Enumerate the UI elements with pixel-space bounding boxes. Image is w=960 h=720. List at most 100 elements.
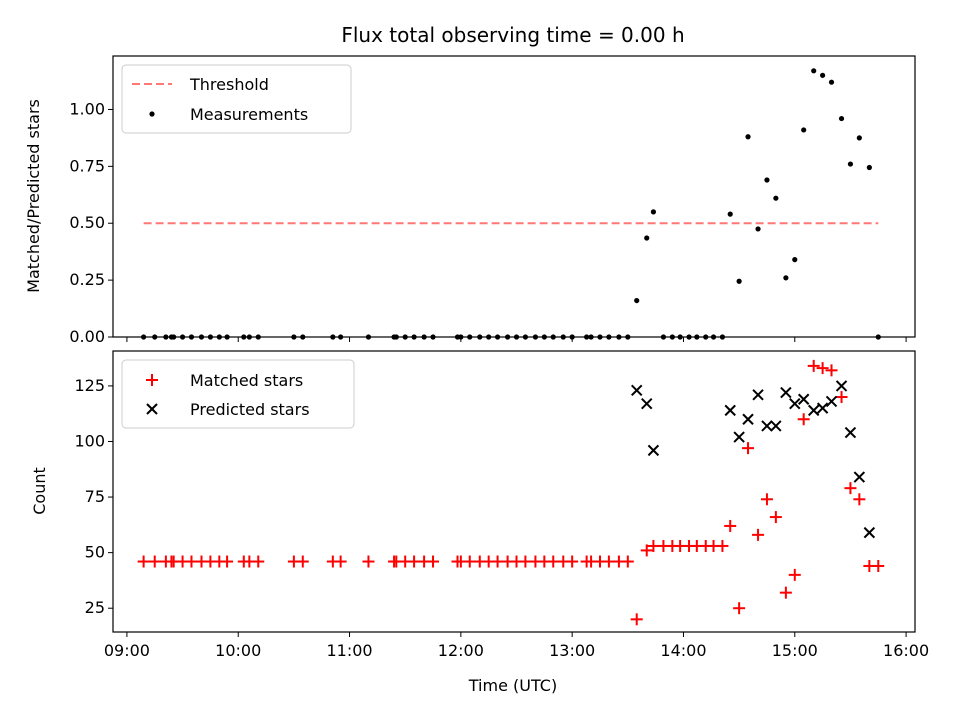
x-tick-label: 15:00 xyxy=(772,641,818,660)
ratio-axes: 0.00 0.25 0.50 0.75 1.00 xyxy=(69,99,907,346)
ratio-y-tick-label: 0.00 xyxy=(69,327,105,346)
predicted-star-b xyxy=(647,444,660,457)
count-y-tick-label: 125 xyxy=(74,376,105,395)
count-y-tick-label: 25 xyxy=(85,598,105,617)
matched-star-point xyxy=(408,555,421,568)
predicted-star-point xyxy=(647,444,660,457)
x-tick-label: 09:00 xyxy=(104,641,150,660)
matched-star-point xyxy=(185,555,198,568)
predicted-star-b xyxy=(807,404,820,417)
measurement-point xyxy=(650,209,657,215)
count-legend-box xyxy=(121,359,355,429)
matched-star-point xyxy=(724,519,737,532)
matched-legend-swatch xyxy=(146,374,158,386)
threshold-legend-label: Threshold xyxy=(189,75,269,94)
x-tick-label: 11:00 xyxy=(326,641,372,660)
measurement-point xyxy=(856,135,862,141)
measurement-point xyxy=(736,278,742,284)
count-y-tick-label: 100 xyxy=(74,431,105,450)
measurement-point xyxy=(820,72,826,78)
predicted-star-b xyxy=(770,420,782,432)
measurement-point xyxy=(745,134,751,140)
predicted-star-b xyxy=(835,380,848,392)
chart-title: Flux total observing time = 0.00 h xyxy=(341,23,684,47)
predicted-star-point xyxy=(789,397,801,410)
predicted-star-point xyxy=(733,431,745,443)
predicted-star-b xyxy=(761,420,773,432)
matched-star-point xyxy=(566,555,579,568)
predicted-star-b xyxy=(631,384,643,397)
predicted-star-point xyxy=(752,389,764,401)
matched-legend-label: Matched stars xyxy=(190,371,303,390)
matched-star-point xyxy=(463,555,476,568)
measurements-legend-swatch xyxy=(149,111,155,117)
predicted-legend-swatch xyxy=(146,403,158,415)
matched-star-point xyxy=(491,555,504,568)
matched-star-point xyxy=(137,555,150,568)
measurement-point xyxy=(801,127,807,133)
measurement-point xyxy=(838,115,845,122)
matched-star-point xyxy=(148,555,161,568)
matched-star-point xyxy=(853,493,866,506)
measurement-point xyxy=(847,161,854,167)
measurement-point xyxy=(727,211,733,217)
ratio-plot-frame xyxy=(112,55,916,338)
matched-star-point xyxy=(547,555,560,568)
predicted-star-point xyxy=(742,413,754,425)
matched-star-point xyxy=(252,555,265,568)
matched-star-point xyxy=(769,511,782,524)
predicted-star-b xyxy=(733,431,745,443)
measurement-point xyxy=(792,257,798,263)
matched-star-point xyxy=(742,442,755,455)
measurement-point xyxy=(644,235,650,241)
matched-star-point xyxy=(779,586,792,599)
matched-star-point xyxy=(602,555,615,568)
predicted-star-point xyxy=(761,420,773,432)
count-y-tick-label: 75 xyxy=(85,487,105,506)
predicted-star-b xyxy=(742,413,754,425)
predicted-star-point xyxy=(797,393,810,405)
x-tick-label: 14:00 xyxy=(660,641,706,660)
predicted-star-point xyxy=(816,402,829,414)
ratio-y-tick-label: 0.25 xyxy=(69,270,105,289)
count-marks xyxy=(137,359,885,626)
ratio-y-tick-label: 0.75 xyxy=(69,156,105,175)
count-plot-frame xyxy=(112,350,916,633)
matched-star-point xyxy=(816,362,829,375)
ratio-legend-box xyxy=(121,64,352,134)
matched-star-point xyxy=(872,559,885,572)
matched-star-point xyxy=(519,555,532,568)
predicted-star-point xyxy=(853,471,866,483)
predicted-star-point xyxy=(724,404,736,417)
ratio-legend: Threshold Measurements xyxy=(121,64,352,134)
ratio-y-tick-label: 1.00 xyxy=(69,99,105,118)
measurement-point xyxy=(634,297,640,304)
measurement-point xyxy=(755,226,761,232)
matched-star-point xyxy=(221,555,234,568)
matched-star-point xyxy=(362,555,375,568)
matched-star-point xyxy=(788,568,801,581)
measurement-point xyxy=(828,79,835,85)
ratio-panel: 0.00 0.25 0.50 0.75 1.00 Matched/Predicted s… xyxy=(24,55,916,346)
matched-star-point xyxy=(621,555,634,568)
predicted-star-b xyxy=(724,404,736,417)
measurement-point xyxy=(811,68,817,74)
predicted-star-point xyxy=(844,426,857,439)
matched-star-point xyxy=(296,555,309,568)
matched-star-point xyxy=(733,602,746,615)
predicted-star-point xyxy=(780,386,792,399)
matched-star-point xyxy=(716,539,729,552)
predicted-star-point xyxy=(770,420,782,432)
predicted-star-b xyxy=(863,526,876,539)
x-tick-label: 12:00 xyxy=(438,641,484,660)
count-y-tick-label: 50 xyxy=(85,543,105,562)
matched-star-point xyxy=(807,359,820,372)
measurement-point xyxy=(764,177,770,183)
predicted-legend-label: Predicted stars xyxy=(190,400,310,419)
matched-star-point xyxy=(640,544,653,557)
matched-star-point xyxy=(835,391,848,404)
predicted-star-point xyxy=(641,397,653,410)
count-legend: Matched stars Predicted stars xyxy=(121,359,355,429)
measurement-point xyxy=(773,195,779,201)
